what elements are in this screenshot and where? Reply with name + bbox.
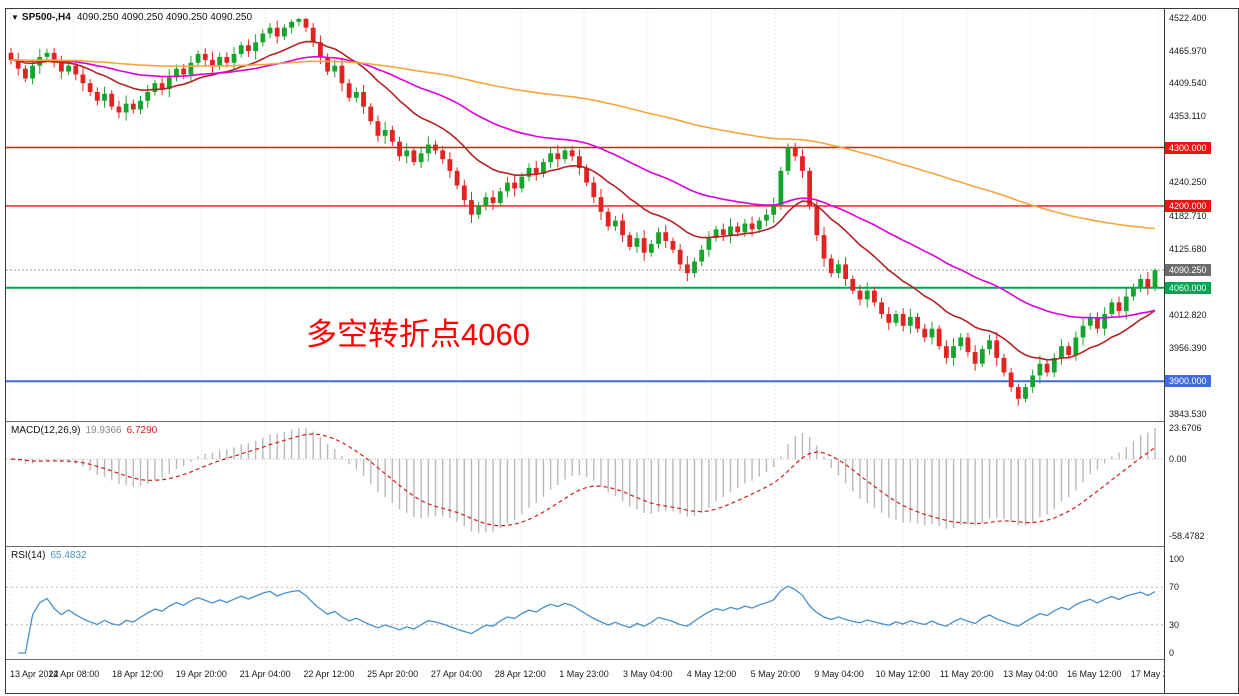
panel-separator[interactable] bbox=[6, 421, 1238, 422]
time-label: 9 May 04:00 bbox=[814, 669, 864, 679]
symbol-info: ▼ SP500-,H4 4090.250 4090.250 4090.250 409… bbox=[11, 12, 252, 23]
price-tick: 4465.970 bbox=[1169, 45, 1207, 56]
rsi-canvas[interactable] bbox=[6, 547, 1164, 659]
price-tick: 4240.250 bbox=[1169, 177, 1207, 188]
triangle-down-icon: ▼ bbox=[11, 13, 19, 22]
macd-tick: 23.6706 bbox=[1169, 423, 1202, 433]
price-tick: 4182.710 bbox=[1169, 211, 1207, 222]
time-axis[interactable]: 13 Apr 2022 14 Apr 08:00 18 Apr 12:00 19 Ap… bbox=[6, 660, 1185, 692]
macd-tick: 0.00 bbox=[1169, 454, 1187, 465]
price-panel[interactable]: ▼ SP500-,H4 4090.250 4090.250 4090.250 409… bbox=[6, 9, 1164, 421]
panel-separator[interactable] bbox=[6, 659, 1238, 660]
time-label: 22 Apr 12:00 bbox=[303, 669, 355, 679]
time-label: 21 Apr 04:00 bbox=[239, 669, 291, 679]
candlestick-canvas[interactable] bbox=[6, 9, 1164, 421]
price-tick: 3956.390 bbox=[1169, 343, 1207, 354]
macd-signal-value: 6.7290 bbox=[126, 425, 158, 436]
price-tick: 4353.110 bbox=[1169, 111, 1206, 122]
price-tick: 4522.400 bbox=[1169, 12, 1207, 23]
price-axis[interactable]: 4522.400 4465.970 4409.540 4353.110 4240.250… bbox=[1164, 9, 1238, 693]
annotation-text[interactable]: 多空转折点4060 bbox=[306, 317, 530, 352]
time-label: 10 May 12:00 bbox=[875, 669, 931, 679]
rsi-tick: 100 bbox=[1169, 554, 1185, 564]
rsi-axis[interactable]: 100 70 30 0 bbox=[1165, 547, 1238, 659]
time-label: 13 May 04:00 bbox=[1003, 669, 1058, 679]
price-tick: 3843.530 bbox=[1169, 409, 1207, 420]
rsi-label: RSI(14) 65.4832 bbox=[11, 550, 87, 561]
time-label: 19 Apr 20:00 bbox=[175, 669, 227, 679]
macd-main-value: 19.9366 bbox=[85, 425, 122, 436]
macd-axis[interactable]: 23.6706 0.00 -58.4782 bbox=[1165, 422, 1238, 546]
time-label: 28 Apr 12:00 bbox=[494, 669, 546, 679]
panel-separator[interactable] bbox=[6, 546, 1238, 547]
price-badge: 4200.000 bbox=[1165, 199, 1211, 212]
macd-tick: -58.4782 bbox=[1169, 531, 1205, 541]
time-label: 18 Apr 12:00 bbox=[112, 669, 164, 679]
time-label: 5 May 20:00 bbox=[750, 669, 801, 679]
rsi-name: RSI(14) bbox=[11, 550, 46, 561]
price-tick: 4012.820 bbox=[1169, 310, 1207, 321]
time-label: 27 Apr 04:00 bbox=[430, 669, 482, 679]
time-label: 16 May 12:00 bbox=[1066, 669, 1122, 679]
price-badge: 3900.000 bbox=[1165, 375, 1211, 388]
time-label: 17 May 20:00 bbox=[1130, 669, 1186, 679]
time-label: 1 May 23:00 bbox=[559, 669, 609, 679]
time-label: 25 Apr 20:00 bbox=[367, 669, 419, 679]
macd-label: MACD(12,26,9) 19.9366 6.7290 bbox=[11, 425, 157, 436]
ohlc-values: 4090.250 4090.250 4090.250 4090.250 bbox=[76, 12, 253, 23]
price-badge: 4090.250 bbox=[1165, 264, 1211, 277]
time-label: 13 Apr 2022 bbox=[10, 669, 59, 679]
rsi-tick: 30 bbox=[1169, 619, 1180, 630]
symbol-label: SP500-,H4 bbox=[21, 12, 71, 23]
time-label: 14 Apr 08:00 bbox=[48, 669, 100, 679]
rsi-tick: 0 bbox=[1169, 648, 1175, 658]
rsi-tick: 70 bbox=[1169, 582, 1180, 593]
rsi-value: 65.4832 bbox=[50, 550, 87, 561]
macd-name: MACD(12,26,9) bbox=[11, 425, 81, 436]
time-label: 4 May 12:00 bbox=[686, 669, 737, 679]
time-label: 3 May 04:00 bbox=[623, 669, 673, 679]
time-label: 11 May 20:00 bbox=[939, 669, 994, 679]
macd-panel[interactable]: MACD(12,26,9) 19.9366 6.7290 bbox=[6, 422, 1164, 546]
price-axis-main[interactable]: 4522.400 4465.970 4409.540 4353.110 4240.250… bbox=[1165, 9, 1238, 421]
price-tick: 4125.680 bbox=[1169, 244, 1207, 255]
macd-canvas[interactable] bbox=[6, 422, 1164, 546]
price-tick: 4409.540 bbox=[1169, 78, 1207, 89]
rsi-panel[interactable]: RSI(14) 65.4832 bbox=[6, 547, 1164, 659]
price-badge: 4060.000 bbox=[1165, 281, 1211, 294]
chart-frame: ▼ SP500-,H4 4090.250 4090.250 4090.250 409… bbox=[5, 8, 1239, 694]
price-badge: 4300.000 bbox=[1165, 141, 1211, 154]
